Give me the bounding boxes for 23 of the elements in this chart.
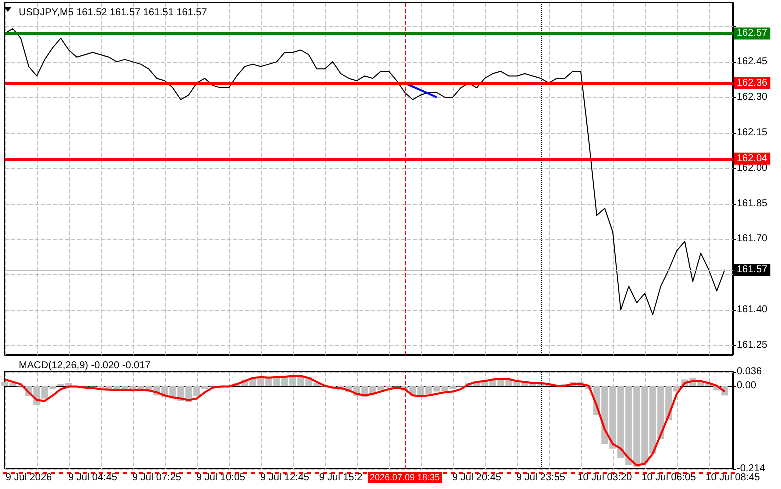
y-tick-label: 162.15 — [737, 127, 768, 138]
chart-title: USDJPY,M5 161.52 161.57 161.51 161.57 — [19, 8, 208, 18]
ref-line-label: 162.36 — [737, 78, 768, 89]
y-tick-label: 161.40 — [737, 304, 768, 316]
y-tick-label: 161.85 — [737, 198, 768, 210]
ref-line-label: 161.57 — [737, 264, 768, 276]
ref-line-label: 162.04 — [737, 153, 768, 164]
y-tick-label: 0.036 — [737, 366, 762, 378]
ref-line-label: 162.57 — [737, 28, 768, 40]
y-tick-label: 0.00 — [737, 380, 757, 392]
x-tick-label: 10 Jul 03:20 — [578, 472, 633, 484]
y-tick-label: -0.214 — [737, 464, 766, 474]
y-tick-label: 162.30 — [737, 92, 768, 103]
x-tick-label: 10 Jul 06:05 — [642, 472, 697, 484]
x-tick-label: 9 Jul 2026 — [6, 472, 53, 484]
y-tick-label: 161.25 — [737, 340, 768, 352]
chart-title: MACD(12,26,9) -0.020 -0.017 — [19, 360, 152, 372]
x-tick-label: 10 Jul 08:45 — [706, 472, 761, 484]
y-tick-label: 161.70 — [737, 234, 768, 245]
x-tick-label: 9 Jul 15:2 — [319, 472, 364, 484]
x-tick-label: 2026.07.09 18:35 — [370, 472, 440, 482]
y-tick-label: 162.45 — [737, 56, 768, 68]
x-tick-label: 9 Jul 04:45 — [68, 472, 118, 484]
